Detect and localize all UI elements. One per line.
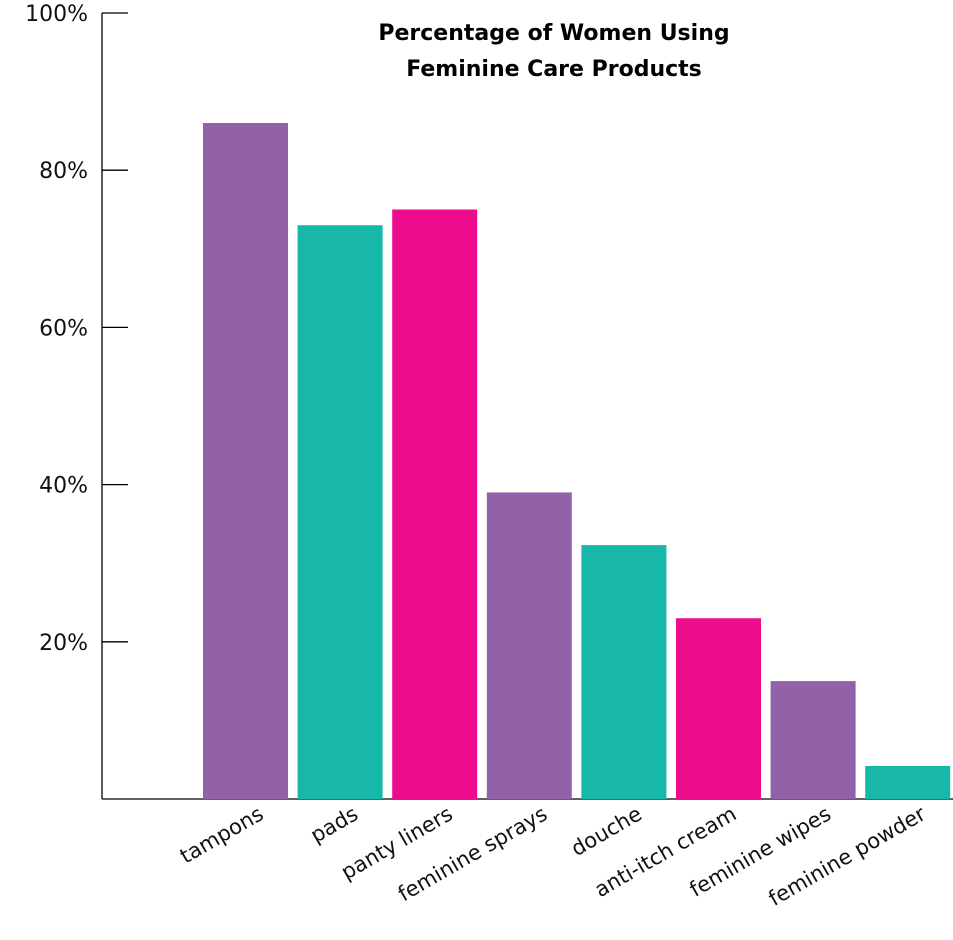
chart-title-line-2: Feminine Care Products	[406, 57, 702, 82]
y-tick-label: 40%	[39, 474, 88, 499]
chart-title-line-1: Percentage of Women Using	[378, 21, 729, 46]
bar-anti-itch-cream	[676, 618, 761, 799]
bar-pads	[297, 225, 383, 800]
bars	[203, 123, 951, 800]
y-tick-label: 100%	[25, 2, 88, 27]
x-tick-label: feminine powder	[765, 801, 931, 910]
bar-tampons	[203, 123, 288, 800]
chart-title: Percentage of Women Using Feminine Care …	[378, 21, 729, 82]
bar-douche	[581, 545, 667, 799]
x-tick-label: tampons	[176, 802, 268, 869]
bar-feminine-powder	[865, 765, 951, 799]
x-tick-label: douche	[567, 802, 646, 861]
x-tick-label: pads	[306, 802, 362, 848]
y-tick-label: 80%	[39, 159, 88, 184]
bar-feminine-wipes	[770, 681, 856, 799]
y-tick-label: 60%	[39, 316, 88, 341]
bar-panty-liners	[392, 209, 478, 799]
y-tick-label: 20%	[39, 631, 88, 656]
bar-feminine-sprays	[486, 492, 572, 799]
y-axis-ticks: 20% 40% 60% 80% 100%	[25, 2, 128, 656]
